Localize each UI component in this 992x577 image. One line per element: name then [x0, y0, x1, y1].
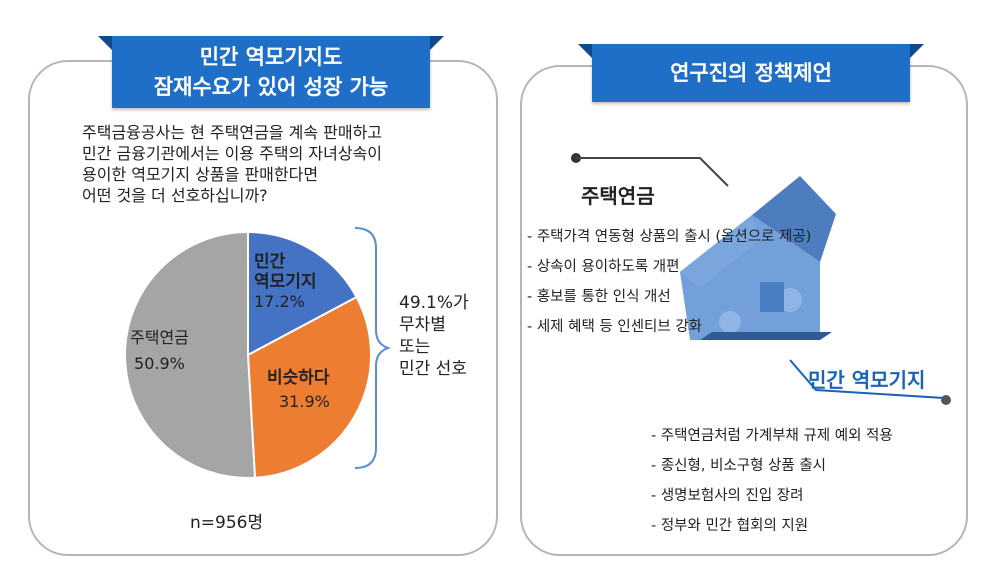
summary-line: 무차별: [399, 315, 446, 335]
mingan-recommendations: - 주택연금처럼 가계부채 규제 예외 적용 - 종신형, 비소구형 상품 출시…: [651, 421, 893, 541]
question-line: 어떤 것을 더 선호하십니까?: [82, 186, 268, 205]
house-puzzle-icon: [680, 176, 836, 340]
list-item: - 주택연금처럼 가계부채 규제 예외 적용: [651, 428, 893, 444]
left-banner: 민간 역모기지도 잠재수요가 있어 성장 가능: [98, 36, 444, 108]
list-item: - 주택가격 연동형 상품의 출시 (옵션으로 제공): [527, 229, 812, 245]
question-line: 용이한 역모기지 상품을 판매한다면: [82, 165, 319, 184]
pie-slice-jutaek: [123, 230, 257, 479]
list-item: - 종신형, 비소구형 상품 출시: [651, 458, 827, 474]
right-banner: 연구진의 정책제언: [578, 44, 924, 102]
slice-label-jutaek: 주택연금 50.9%: [130, 325, 189, 377]
section-title-jutaek: 주택연금: [581, 184, 655, 208]
question-line: 주택금융공사는 현 주택연금을 계속 판매하고: [82, 123, 383, 142]
sample-size: n=956명: [190, 513, 264, 533]
slice-label-similar: 비슷하다 31.9%: [267, 366, 330, 414]
list-item: - 홍보를 통한 인식 개선: [527, 289, 671, 305]
list-item: - 세제 혜택 등 인센티브 강화: [527, 319, 703, 335]
survey-question: 주택금융공사는 현 주택연금을 계속 판매하고 민간 금융기관에서는 이용 주택…: [82, 122, 482, 206]
list-item: - 상속이 용이하도록 개편: [527, 259, 680, 275]
connector-line-top: [571, 153, 729, 187]
left-banner-line-1: 민간 역모기지도: [199, 45, 343, 69]
connector-line-bottom: [789, 359, 951, 405]
pie-slice-similar: [246, 295, 372, 479]
slice-label-private-line-2: 역모기지: [254, 272, 317, 292]
slice-value-jutaek: 50.9%: [134, 354, 185, 373]
summary-line: 민간 선호: [399, 359, 467, 379]
slice-value-private: 17.2%: [254, 292, 305, 311]
section-title-mingan: 민간 역모기지: [808, 368, 926, 392]
slice-label-private: 민간 역모기지 17.2%: [254, 252, 317, 312]
summary-line: 또는: [399, 337, 431, 357]
left-banner-line-2: 잠재수요가 있어 성장 가능: [153, 75, 389, 99]
pie-slice-private: [247, 230, 358, 357]
summary-text: 49.1%가 무차별 또는 민간 선호: [399, 292, 469, 380]
list-item: - 정부와 민간 협회의 지원: [651, 518, 809, 534]
slice-value-similar: 31.9%: [279, 392, 330, 411]
slice-label-jutaek-line-1: 주택연금: [130, 328, 189, 347]
jutaek-recommendations: - 주택가격 연동형 상품의 출시 (옵션으로 제공) - 상속이 용이하도록 …: [527, 222, 811, 342]
summary-line: 49.1%가: [399, 293, 469, 313]
question-line: 민간 금융기관에서는 이용 주택의 자녀상속이: [82, 144, 383, 163]
slice-label-private-line-1: 민간: [254, 252, 286, 272]
slice-label-similar-line-1: 비슷하다: [267, 368, 330, 388]
list-item: - 생명보험사의 진입 장려: [651, 488, 804, 504]
